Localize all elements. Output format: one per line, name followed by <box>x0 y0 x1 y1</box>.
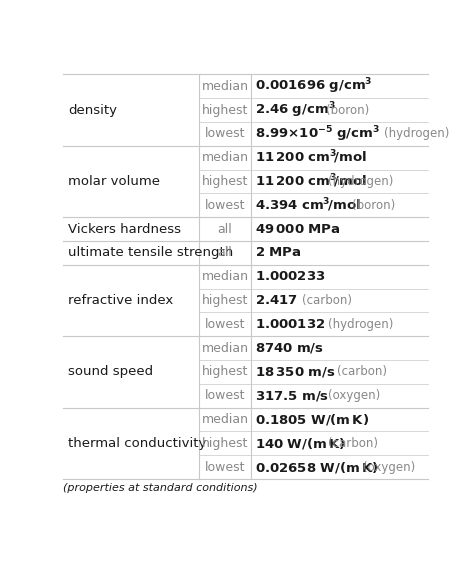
Text: (oxygen): (oxygen) <box>363 460 415 473</box>
Text: $\mathbf{1.000132}$: $\mathbf{1.000132}$ <box>255 318 325 331</box>
Text: (properties at standard conditions): (properties at standard conditions) <box>63 483 257 493</box>
Text: median: median <box>202 80 249 93</box>
Text: $\mathbf{317.5\ m/s}$: $\mathbf{317.5\ m/s}$ <box>255 389 329 403</box>
Text: ultimate tensile strength: ultimate tensile strength <box>68 246 233 259</box>
Text: molar volume: molar volume <box>68 175 160 188</box>
Text: median: median <box>202 270 249 283</box>
Text: (carbon): (carbon) <box>328 437 378 450</box>
Text: $\mathbf{4.394\ cm^3\!/mol}$: $\mathbf{4.394\ cm^3\!/mol}$ <box>255 197 361 214</box>
Text: $\mathbf{8.99{\times}10^{-5}\ g/cm^3}$: $\mathbf{8.99{\times}10^{-5}\ g/cm^3}$ <box>255 124 380 144</box>
Text: thermal conductivity: thermal conductivity <box>68 437 206 450</box>
Text: highest: highest <box>202 175 248 188</box>
Text: (carbon): (carbon) <box>337 366 387 379</box>
Text: (boron): (boron) <box>326 103 369 116</box>
Text: (oxygen): (oxygen) <box>328 389 380 402</box>
Text: all: all <box>218 246 232 259</box>
Text: $\mathbf{0.02658\ W/(m\,K)}$: $\mathbf{0.02658\ W/(m\,K)}$ <box>255 459 378 475</box>
Text: $\mathbf{0.1805\ W/(m\,K)}$: $\mathbf{0.1805\ W/(m\,K)}$ <box>255 412 369 427</box>
Text: $\mathbf{1.000233}$: $\mathbf{1.000233}$ <box>255 270 325 283</box>
Text: sound speed: sound speed <box>68 366 153 379</box>
Text: lowest: lowest <box>205 389 245 402</box>
Text: $\mathbf{2.46\ g/cm^3}$: $\mathbf{2.46\ g/cm^3}$ <box>255 100 336 120</box>
Text: lowest: lowest <box>205 199 245 212</box>
Text: median: median <box>202 341 249 354</box>
Text: (hydrogen): (hydrogen) <box>384 127 450 140</box>
Text: $\mathbf{11\,200\ cm^3\!/mol}$: $\mathbf{11\,200\ cm^3\!/mol}$ <box>255 149 367 167</box>
Text: (hydrogen): (hydrogen) <box>328 318 393 331</box>
Text: highest: highest <box>202 366 248 379</box>
Text: highest: highest <box>202 437 248 450</box>
Text: lowest: lowest <box>205 127 245 140</box>
Text: all: all <box>218 223 232 236</box>
Text: median: median <box>202 151 249 164</box>
Text: density: density <box>68 103 117 116</box>
Text: highest: highest <box>202 103 248 116</box>
Text: $\mathbf{0.001696\ g/cm^3}$: $\mathbf{0.001696\ g/cm^3}$ <box>255 76 373 96</box>
Text: $\mathbf{49\,000\ MPa}$: $\mathbf{49\,000\ MPa}$ <box>255 223 341 236</box>
Text: Vickers hardness: Vickers hardness <box>68 223 181 236</box>
Text: $\mathbf{11\,200\ cm^3\!/mol}$: $\mathbf{11\,200\ cm^3\!/mol}$ <box>255 173 367 190</box>
Text: $\mathbf{140\ W/(m\,K)}$: $\mathbf{140\ W/(m\,K)}$ <box>255 436 346 451</box>
Text: (hydrogen): (hydrogen) <box>328 175 393 188</box>
Text: $\mathbf{18\,350\ m/s}$: $\mathbf{18\,350\ m/s}$ <box>255 365 335 379</box>
Text: lowest: lowest <box>205 460 245 473</box>
Text: (carbon): (carbon) <box>302 294 352 307</box>
Text: $\mathbf{2\ MPa}$: $\mathbf{2\ MPa}$ <box>255 246 301 259</box>
Text: lowest: lowest <box>205 318 245 331</box>
Text: $\mathbf{2.417}$: $\mathbf{2.417}$ <box>255 294 298 307</box>
Text: (boron): (boron) <box>352 199 395 212</box>
Text: highest: highest <box>202 294 248 307</box>
Text: median: median <box>202 413 249 426</box>
Text: $\mathbf{8740\ m/s}$: $\mathbf{8740\ m/s}$ <box>255 341 324 355</box>
Text: refractive index: refractive index <box>68 294 173 307</box>
